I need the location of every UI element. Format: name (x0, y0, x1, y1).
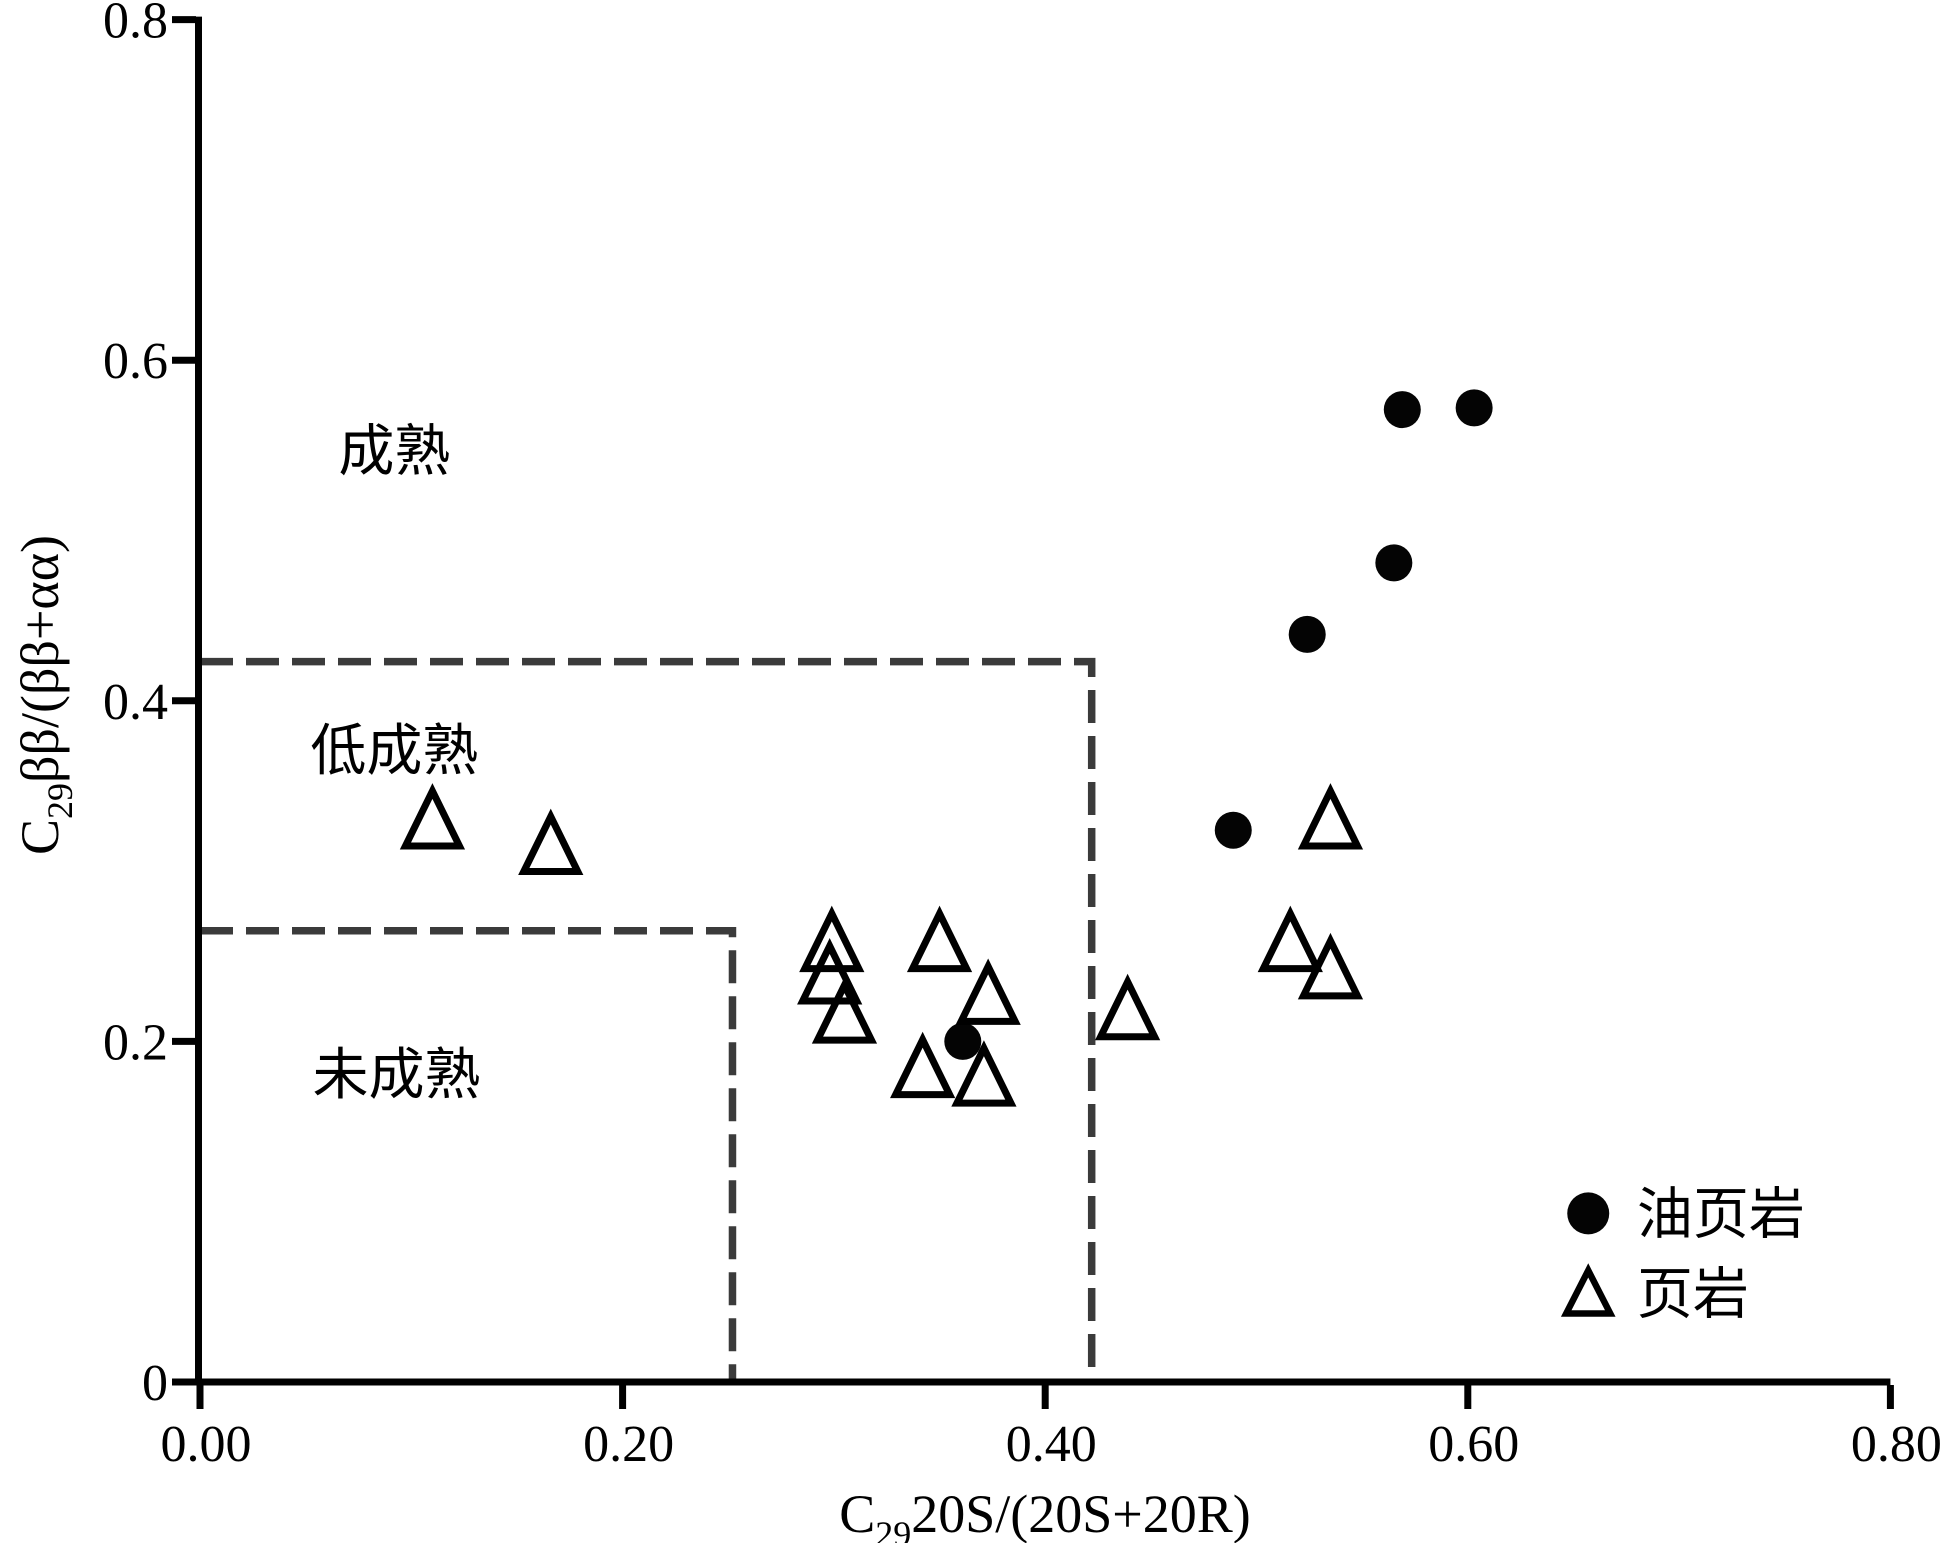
x-tick-label: 0.40 (1006, 1416, 1097, 1473)
x-tick-label: 0.60 (1428, 1416, 1519, 1473)
y-tick-label: 0 (142, 1355, 168, 1412)
data-point-oil-shale (1288, 615, 1326, 653)
data-point-shale (890, 1031, 956, 1099)
data-point-shale (797, 938, 863, 1005)
x-tick-label: 0.20 (583, 1416, 674, 1473)
axis-title-part: ββ/(ββ+αα) (10, 535, 70, 783)
immature-boundary-dashed-line (200, 926, 737, 1382)
data-point-shale (1257, 905, 1323, 973)
region-label-low-mature: 低成熟 (310, 721, 478, 783)
legend-marker-oil-shale (1567, 1192, 1610, 1235)
data-point-oil-shale (1214, 811, 1252, 849)
axis-title-part: C (10, 819, 70, 855)
region-label-immature: 未成熟 (313, 1045, 481, 1107)
y-tick-label: 0.6 (103, 333, 168, 390)
axis-title-part: 29 (40, 783, 80, 819)
mature-boundary-dashed-line (200, 657, 1096, 1382)
axis-title-part: 20S/(20S+20R) (911, 1484, 1251, 1543)
data-point-oil-shale (1455, 389, 1493, 427)
data-point-shale (399, 783, 466, 850)
region-label-mature: 成熟 (338, 421, 450, 483)
y-tick-label: 0.8 (103, 0, 168, 50)
data-point-shale (1297, 932, 1364, 1000)
data-point-shale (1297, 783, 1364, 850)
y-tick-label: 0.4 (103, 674, 168, 731)
legend-label-oil-shale: 油页岩 (1637, 1184, 1805, 1246)
data-point-shale (1094, 973, 1161, 1041)
legend-marker-shale (1560, 1263, 1616, 1317)
data-point-shale (799, 905, 865, 973)
x-tick-label: 0.80 (1851, 1416, 1942, 1473)
data-point-oil-shale (1375, 544, 1413, 582)
data-point-shale (811, 977, 878, 1044)
y-tick-label: 0.2 (103, 1014, 168, 1071)
axis-title-part: 29 (875, 1514, 911, 1543)
y-axis-title: C29ββ/(ββ+αα) (10, 535, 80, 855)
data-point-oil-shale (1383, 391, 1421, 429)
data-point-shale (951, 1040, 1017, 1107)
x-tick-label: 0.00 (161, 1416, 252, 1473)
legend-label-shale: 页岩 (1637, 1264, 1749, 1326)
data-point-shale (906, 905, 973, 973)
data-point-oil-shale (944, 1022, 982, 1060)
data-point-shale (955, 958, 1021, 1025)
data-point-shale (518, 808, 584, 876)
x-axis-title: C2920S/(20S+20R) (839, 1484, 1251, 1543)
axis-title-part: C (839, 1484, 875, 1543)
